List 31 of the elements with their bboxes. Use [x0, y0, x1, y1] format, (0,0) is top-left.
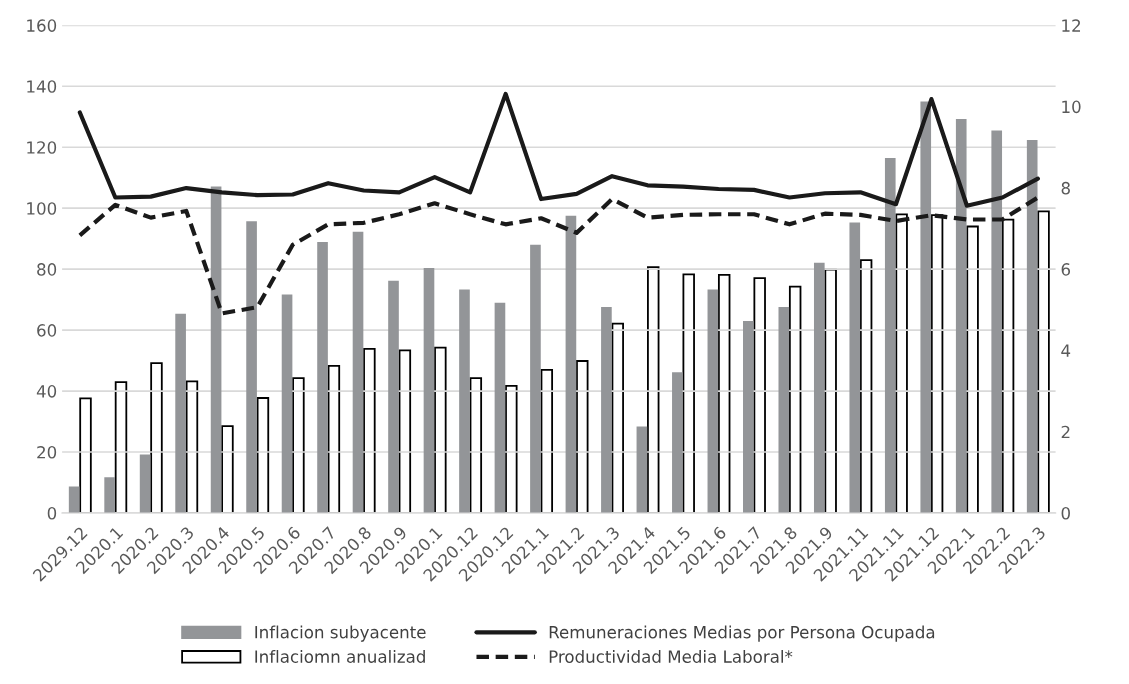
legend-label: Inflaciomn anualizad — [255, 650, 425, 663]
y2-tick-label: 4 — [1061, 344, 1071, 357]
y-tick-label: 40 — [36, 385, 57, 398]
y2-tick-label: 2 — [1061, 425, 1070, 439]
legend-label: Inflacion subyacente — [255, 625, 426, 642]
bar — [79, 397, 92, 513]
line-series — [77, 195, 1040, 316]
y2-tick-label: 8 — [1061, 181, 1070, 195]
bar — [150, 362, 163, 513]
bar — [68, 486, 80, 513]
line-series — [77, 91, 1040, 208]
y2-tick-label: 10 — [1062, 100, 1081, 114]
y2-tick-label: 12 — [1062, 19, 1081, 32]
bar — [647, 266, 660, 513]
legend-label: Remuneraciones Medias por Persona Ocupada — [549, 625, 935, 642]
bar — [221, 425, 234, 513]
y-tick-label: 0 — [47, 506, 57, 520]
bar — [210, 186, 222, 513]
y2-tick-label: 6 — [1061, 263, 1071, 276]
bar — [104, 477, 115, 513]
legend-label: Productividad Media Laboral* — [549, 650, 793, 663]
y2-tick-label: 0 — [1061, 506, 1070, 520]
y-tick-label: 160 — [27, 19, 57, 32]
y-tick-label: 140 — [27, 80, 57, 93]
bar — [246, 221, 257, 513]
y-tick-label: 60 — [37, 324, 57, 337]
y-tick-label: 120 — [27, 141, 57, 154]
y-tick-label: 100 — [27, 202, 57, 215]
y-tick-label: 80 — [37, 263, 57, 276]
bar — [114, 381, 128, 513]
y-tick-label: 20 — [37, 446, 57, 459]
